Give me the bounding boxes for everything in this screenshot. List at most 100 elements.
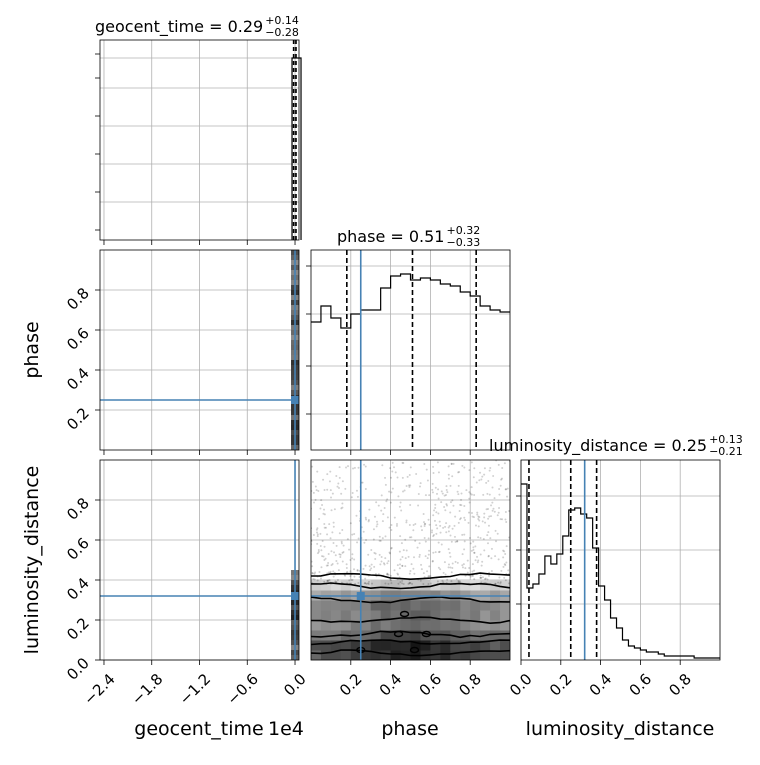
scatter-point	[494, 555, 497, 558]
scatter-point	[357, 537, 360, 540]
scatter-point	[329, 570, 332, 573]
scatter-point	[332, 521, 335, 524]
scatter-point	[319, 577, 322, 580]
scatter-point	[483, 512, 486, 515]
scatter-point	[494, 529, 497, 532]
scatter-point	[376, 520, 379, 523]
scatter-point	[367, 582, 370, 585]
contour-line-6	[311, 649, 510, 657]
truth-marker	[291, 592, 300, 600]
scatter-point	[340, 507, 343, 510]
scatter-point	[471, 574, 474, 577]
scatter-point	[390, 579, 393, 582]
scatter-point	[311, 465, 314, 468]
density-bin	[460, 650, 471, 660]
scatter-point	[419, 579, 422, 582]
scatter-point	[491, 501, 494, 504]
scatter-point	[355, 489, 358, 492]
scatter-point	[379, 539, 382, 542]
scatter-point	[381, 520, 384, 523]
scatter-point	[437, 497, 440, 500]
scatter-point	[380, 509, 383, 512]
scatter-point	[428, 575, 431, 578]
scatter-point	[415, 472, 418, 475]
panel-frame-p11	[310, 249, 511, 451]
scatter-point	[374, 557, 377, 560]
scatter-point	[397, 582, 400, 585]
scatter-point	[320, 499, 323, 502]
scatter-point	[341, 480, 344, 483]
scatter-point	[334, 554, 337, 557]
scatter-point	[383, 506, 386, 509]
scatter-point	[473, 578, 476, 581]
scatter-point	[312, 533, 315, 536]
scatter-point	[448, 551, 451, 554]
density-bin	[480, 650, 491, 660]
scatter-point	[483, 578, 486, 581]
scatter-point	[323, 580, 326, 583]
x-axis-label-geocent-time: geocent_time	[134, 718, 263, 740]
density-bin	[350, 650, 362, 660]
scatter-point	[441, 579, 444, 582]
scatter-point	[437, 488, 440, 491]
scatter-point	[339, 553, 342, 556]
scatter-point	[453, 524, 456, 527]
density-bin	[311, 580, 322, 591]
scatter-point	[436, 492, 439, 495]
scatter-point	[445, 485, 448, 488]
scatter-point	[463, 540, 466, 543]
scatter-point	[468, 511, 471, 514]
scatter-point	[389, 574, 392, 577]
scatter-point	[375, 525, 378, 528]
scatter-point	[383, 563, 386, 566]
scatter-point	[412, 567, 415, 570]
scatter-point	[400, 509, 403, 512]
scatter-point	[479, 471, 482, 474]
scatter-point	[422, 572, 425, 575]
scatter-point	[349, 570, 352, 573]
scatter-point	[472, 540, 475, 543]
density-bin	[500, 600, 510, 611]
scatter-point	[434, 507, 437, 510]
phase-vs-geocent-ytick-label-1: 0.4	[63, 364, 93, 394]
scatter-point	[420, 525, 423, 528]
scatter-point	[333, 551, 336, 554]
scatter-point	[348, 579, 351, 582]
scatter-point	[323, 522, 326, 525]
scatter-point	[320, 549, 323, 552]
scatter-point	[405, 549, 408, 552]
scatter-point	[368, 565, 371, 568]
scatter-point	[326, 564, 329, 567]
scatter-point	[489, 537, 492, 540]
density-bin	[470, 640, 481, 651]
scatter-point	[508, 536, 510, 539]
scatter-point	[462, 563, 465, 566]
scatter-point	[345, 563, 348, 566]
contour-line-3	[311, 616, 510, 625]
scatter-point	[420, 529, 423, 532]
scatter-point	[340, 492, 343, 495]
scatter-point	[487, 524, 490, 527]
scatter-point	[451, 499, 454, 502]
contour-island-3	[409, 646, 420, 654]
scatter-point	[409, 504, 412, 507]
scatter-point	[472, 546, 475, 549]
scatter-point	[363, 582, 366, 585]
scatter-point	[332, 575, 335, 578]
scatter-point	[481, 520, 484, 523]
density-bin	[450, 620, 461, 631]
scatter-point	[500, 569, 503, 572]
density-layer	[291, 250, 510, 660]
density-bin	[350, 620, 362, 631]
scatter-point	[452, 462, 455, 465]
scatter-point	[445, 504, 448, 507]
scatter-point	[388, 490, 391, 493]
scatter-point	[316, 542, 319, 545]
scatter-point	[345, 466, 348, 469]
scatter-point	[451, 567, 454, 570]
scatter-point	[442, 581, 445, 584]
scatter-point	[506, 487, 509, 490]
scatter-point	[351, 492, 354, 495]
scatter-point	[414, 539, 417, 542]
scatter-point	[364, 582, 367, 585]
